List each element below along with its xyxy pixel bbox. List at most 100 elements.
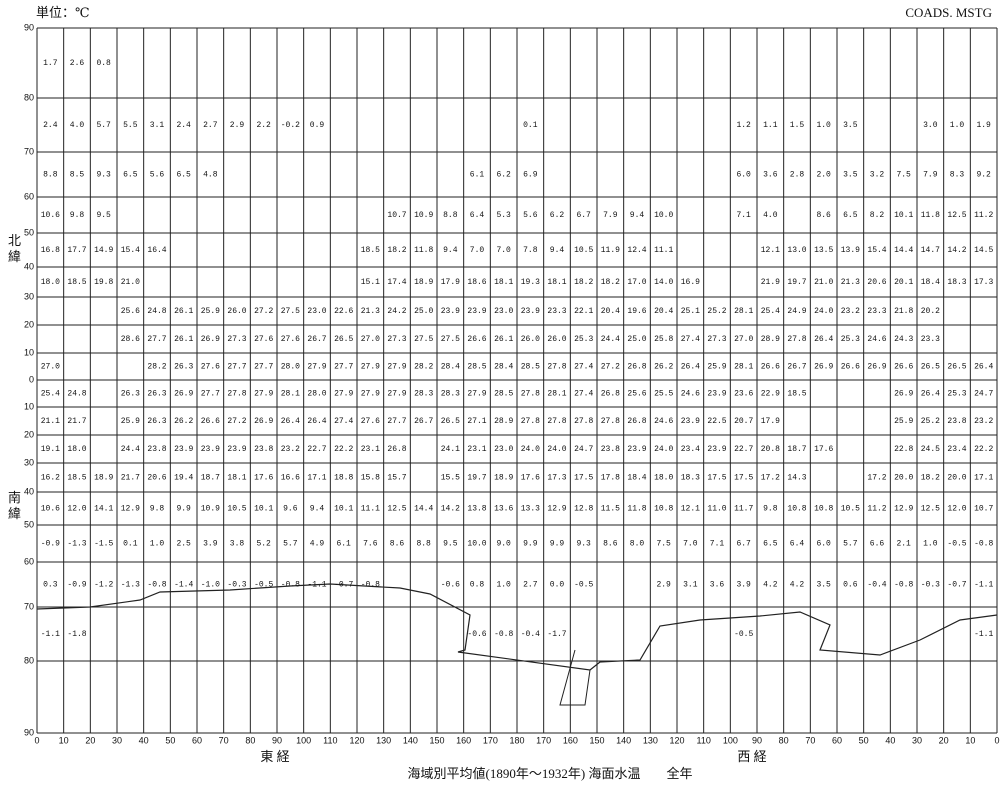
cell-value: 27.1 [467,417,486,426]
lon-label: 160 [563,735,578,745]
cell-value: 25.3 [947,390,966,399]
cell-value: 26.6 [841,363,860,372]
cell-value: 7.5 [896,171,911,180]
lon-label: 40 [885,735,895,745]
cell-value: 9.9 [523,540,538,549]
cell-value: 28.4 [441,363,460,372]
lon-label: 80 [245,735,255,745]
lon-label: 30 [112,735,122,745]
cell-value: 17.2 [761,474,780,483]
cell-value: 10.7 [387,211,406,220]
lon-label: 40 [139,735,149,745]
cell-value: 26.3 [121,390,140,399]
cell-value: 27.7 [147,335,166,344]
cell-value: 23.9 [707,445,726,454]
cell-value: 21.8 [894,307,913,316]
cell-value: 6.9 [523,171,538,180]
cell-value: 27.4 [681,335,700,344]
cell-value: 26.4 [681,363,700,372]
cell-value: 26.3 [174,363,193,372]
cell-value: 14.1 [94,505,113,514]
cell-value: 28.1 [734,307,753,316]
cell-value: 15.8 [361,474,380,483]
cell-value: 14.0 [654,278,673,287]
cell-value: 16.8 [41,246,60,255]
cell-value: 7.1 [736,211,751,220]
cell-value: 20.2 [921,307,940,316]
cell-value: 9.4 [630,211,645,220]
cell-value: 3.0 [923,121,938,130]
cell-value: 14.7 [921,246,940,255]
cell-value: 23.8 [147,445,166,454]
cell-value: 18.0 [654,474,673,483]
cell-value: 27.9 [467,390,486,399]
cell-value: 2.2 [256,121,271,130]
cell-value: 28.1 [734,363,753,372]
cell-value: 26.8 [601,390,620,399]
cell-value: 22.9 [761,390,780,399]
cell-value: 27.6 [361,417,380,426]
lon-label: 170 [483,735,498,745]
cell-value: 2.9 [230,121,245,130]
cell-value: 23.9 [521,307,540,316]
cell-value: 10.7 [974,505,993,514]
cell-value: 20.0 [947,474,966,483]
lat-label: 80 [24,655,34,665]
cell-value: 26.6 [761,363,780,372]
cell-value: 26.4 [307,417,326,426]
cell-value: 3.6 [710,581,725,590]
cell-value: 18.5 [361,246,380,255]
cell-value: 23.9 [627,445,646,454]
cell-value: 20.6 [867,278,886,287]
cell-value: 26.6 [894,363,913,372]
cell-value: 6.5 [123,171,138,180]
lon-label: 110 [696,735,710,745]
cell-value: 23.1 [361,445,380,454]
cell-value: 26.5 [334,335,353,344]
cell-value: 25.2 [707,307,726,316]
cell-value: 9.9 [550,540,565,549]
lon-label: 140 [403,735,418,745]
cell-value: 9.8 [150,505,165,514]
cell-value: 7.1 [710,540,725,549]
cell-value: 16.9 [681,278,700,287]
cell-value: 20.6 [147,474,166,483]
cell-value: 20.4 [654,307,673,316]
cell-value: 22.7 [734,445,753,454]
cell-value: 22.7 [307,445,326,454]
cell-value: 28.2 [147,363,166,372]
cell-value: 5.2 [256,540,271,549]
cell-value: 21.1 [41,417,60,426]
cell-value: 11.8 [921,211,940,220]
cell-value: 17.6 [814,445,833,454]
cell-value: 2.6 [70,59,85,68]
cell-value: 16.2 [41,474,60,483]
cell-value: 26.9 [174,390,193,399]
cell-value: 26.4 [814,335,833,344]
cell-value: 27.2 [254,307,273,316]
lat-label: 70 [24,601,34,611]
cell-value: -1.4 [174,581,193,590]
cell-value: 25.4 [761,307,780,316]
cell-value: 11.2 [867,505,886,514]
cell-value: 17.9 [761,417,780,426]
cell-value: 24.7 [574,445,593,454]
cell-value: 22.8 [894,445,913,454]
cell-value: 25.2 [921,417,940,426]
cell-value: 18.2 [601,278,620,287]
cell-value: 4.0 [763,211,778,220]
cell-value: 9.0 [496,540,511,549]
cell-value: 27.7 [387,417,406,426]
cell-value: -1.1 [974,581,993,590]
cell-value: 9.4 [550,246,565,255]
cell-value: 2.0 [816,171,831,180]
lon-label: 90 [272,735,282,745]
cell-value: 24.4 [121,445,140,454]
cell-value: 28.0 [281,363,300,372]
cell-value: 22.1 [574,307,593,316]
cell-value: 9.4 [310,505,325,514]
cell-value: 7.9 [923,171,938,180]
cell-value: -1.8 [67,630,86,639]
cell-value: 17.9 [441,278,460,287]
cell-value: 9.5 [96,211,111,220]
